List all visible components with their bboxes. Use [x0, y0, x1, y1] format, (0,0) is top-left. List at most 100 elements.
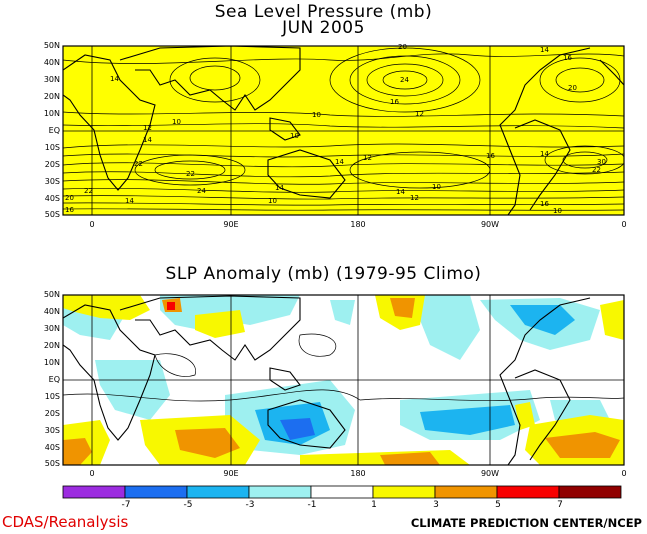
isobar-label: 22: [84, 187, 93, 195]
colorbar-swatch: [434, 485, 498, 499]
top-map-background: [63, 46, 624, 215]
lat-label: 30S: [44, 426, 60, 435]
isobar-label: 20: [398, 43, 407, 51]
isobar-label: 22: [134, 160, 143, 168]
isobar-label: 24: [400, 76, 409, 84]
top-map-frame: [62, 45, 625, 216]
lon-label: 90W: [480, 469, 500, 478]
isobar-label: 14: [110, 75, 119, 83]
lat-label: 30N: [43, 324, 60, 333]
lat-label: 40S: [44, 443, 60, 452]
isobar-label: 14: [540, 46, 549, 54]
colorbar-swatch: [62, 485, 126, 499]
colorbar-swatch: [372, 485, 436, 499]
isobar-label: 24: [197, 187, 206, 195]
colorbar-label: 1: [371, 500, 377, 510]
top-title: Sea Level Pressure (mb): [214, 2, 433, 22]
isobar-label: 16: [390, 98, 399, 106]
lat-label: 50S: [44, 459, 60, 468]
isobar-label: 14: [396, 188, 405, 196]
lon-label: 0: [89, 469, 95, 478]
lon-label: 180: [350, 469, 366, 478]
colorbar-swatch: [124, 485, 188, 499]
lat-label: 30S: [44, 177, 60, 186]
isobar-label: 14: [335, 158, 344, 166]
colorbar-label: -3: [245, 500, 255, 510]
credit-label: CLIMATE PREDICTION CENTER/NCEP: [410, 516, 642, 530]
colorbar-label: 5: [495, 500, 501, 510]
bottom-map-frame: [62, 294, 625, 466]
lat-label: 10N: [43, 358, 60, 367]
isobar-label: 16: [563, 54, 572, 62]
isobar-label: 16: [540, 200, 549, 208]
isobar-label: 14: [143, 136, 152, 144]
colorbar-label: -1: [307, 500, 317, 510]
colorbar-swatch: [310, 485, 374, 499]
colorbar-swatch: [496, 485, 560, 499]
lon-label: 0: [621, 220, 627, 229]
colorbar-label: 7: [557, 500, 563, 510]
top-coastlines: [63, 46, 624, 215]
colorbar-label: -5: [183, 500, 193, 510]
isobar-label: 14: [540, 150, 549, 158]
isobar-label: 16: [486, 152, 495, 160]
isobar-label: 12: [143, 124, 152, 132]
lat-label: 10S: [44, 143, 60, 152]
bottom-grid: [63, 295, 624, 465]
lat-label: 50S: [44, 210, 60, 219]
lat-label: 40N: [43, 307, 60, 316]
lat-label: 20S: [44, 160, 60, 169]
isobar-label: 20: [568, 84, 577, 92]
colorbar-label: 3: [433, 500, 439, 510]
lat-label: EQ: [48, 126, 60, 135]
isobar-label: 22: [592, 166, 601, 174]
lon-label: 90E: [223, 469, 239, 478]
colorbar-swatch: [248, 485, 312, 499]
lat-label: 10S: [44, 392, 60, 401]
isobar-label: 10: [432, 183, 441, 191]
isobar-label: 16: [65, 206, 74, 214]
isobar-label: 10: [312, 111, 321, 119]
top-map-panel: 20 14 16 14 24 20 16 12 10 10 12 10 14 2…: [62, 43, 625, 216]
isobar-label: 10: [268, 197, 277, 205]
lat-label: 50N: [43, 290, 60, 299]
isobar-label: 14: [125, 197, 134, 205]
colorbar-swatch: [558, 485, 622, 499]
colorbar-swatch: [186, 485, 250, 499]
lat-label: 50N: [43, 41, 60, 50]
source-label: CDAS/Reanalysis: [2, 513, 129, 531]
lon-label: 90E: [223, 220, 239, 229]
bottom-coastlines: [63, 295, 591, 465]
lon-label: 0: [621, 469, 627, 478]
isobar-label: 22: [186, 170, 195, 178]
isobar-label: 12: [410, 194, 419, 202]
lat-label: 30N: [43, 75, 60, 84]
lat-label: 20N: [43, 341, 60, 350]
isobar-label: 12: [415, 110, 424, 118]
isobar-label: 10: [290, 132, 299, 140]
isobar-label: 14: [275, 184, 284, 192]
lat-label: 40N: [43, 58, 60, 67]
lon-label: 0: [89, 220, 95, 229]
isobar-label: 12: [363, 154, 372, 162]
isobar-label: 30: [597, 158, 606, 166]
slp-isobars: [63, 47, 624, 211]
lat-label: 20S: [44, 409, 60, 418]
bottom-map-panel: [62, 294, 625, 466]
lon-label: 90W: [480, 220, 500, 229]
colorbar-label: -7: [121, 500, 131, 510]
isobar-labels: 20 14 16 14 24 20 16 12 10 10 12 10 14 2…: [65, 43, 606, 215]
top-subtitle: JUN 2005: [282, 18, 365, 38]
lon-label: 180: [350, 220, 366, 229]
colorbar: [62, 485, 622, 499]
lat-label: 20N: [43, 92, 60, 101]
lat-label: 40S: [44, 194, 60, 203]
top-grid: [63, 46, 624, 215]
isobar-label: 10: [172, 118, 181, 126]
isobar-label: 20: [65, 194, 74, 202]
isobar-label: 10: [553, 207, 562, 215]
lat-label: EQ: [48, 375, 60, 384]
lat-label: 10N: [43, 109, 60, 118]
